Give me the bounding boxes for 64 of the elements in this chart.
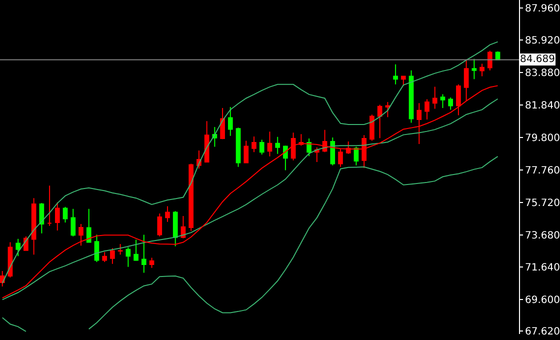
y-tick-label: 67.620 <box>525 326 560 338</box>
candlestick <box>267 131 272 157</box>
candlestick <box>204 120 210 162</box>
candlestick <box>487 50 492 71</box>
y-tick-label: 75.720 <box>525 198 560 209</box>
candlestick <box>134 239 138 262</box>
candlestick <box>338 148 343 168</box>
candlestick <box>275 136 280 154</box>
candlestick <box>393 64 398 85</box>
candlestick <box>157 213 162 237</box>
y-tick-label: 83.880 <box>525 68 560 80</box>
candlestick <box>86 208 92 243</box>
candlestick <box>377 104 382 139</box>
candlestick <box>102 252 108 262</box>
candlestick <box>306 138 312 157</box>
candlestick <box>448 96 454 110</box>
candlestick <box>408 70 414 124</box>
candlestick <box>62 206 68 224</box>
y-tick-label: 71.640 <box>525 262 560 274</box>
line-series <box>2 41 498 284</box>
candlestick <box>252 136 256 153</box>
candlestick <box>141 234 146 274</box>
candlestick <box>440 94 446 108</box>
y-tick-label: 73.680 <box>525 230 560 242</box>
candlestick <box>472 58 477 80</box>
y-tick-label: 69.600 <box>525 295 560 306</box>
candlestick <box>385 102 390 118</box>
candlestick <box>54 202 60 232</box>
candlestick <box>290 132 296 161</box>
y-tick-label: 87.960 <box>525 3 560 14</box>
y-tick-label: 79.800 <box>525 133 560 144</box>
y-tick-label: 81.840 <box>525 100 560 112</box>
candlestick <box>31 198 36 256</box>
candlestick <box>283 145 288 171</box>
candlestick <box>432 86 438 110</box>
candlestick <box>370 114 374 142</box>
candlestick <box>424 98 430 120</box>
candlestick <box>118 244 123 256</box>
ref-line-label: 84.689 <box>520 54 555 65</box>
candlestick <box>165 206 170 222</box>
candlestick <box>126 246 131 268</box>
candlestick <box>180 216 186 239</box>
candlestick <box>220 107 225 140</box>
candlestick <box>362 134 367 168</box>
candlestick <box>172 210 178 247</box>
candlestick <box>78 223 84 246</box>
candlestick <box>47 185 52 226</box>
candlestick <box>16 238 21 257</box>
candlestick <box>236 127 241 168</box>
candlestick <box>188 163 194 232</box>
candlestick <box>70 208 76 237</box>
candlestick <box>39 202 44 234</box>
candlestick <box>400 75 406 86</box>
candlestick <box>228 106 233 136</box>
y-tick-label: 85.920 <box>525 36 560 47</box>
candlestick <box>330 137 336 166</box>
candlestick <box>416 102 422 145</box>
candlestick <box>480 63 484 77</box>
y-tick-label: 77.760 <box>525 165 560 176</box>
candlestick <box>259 139 264 156</box>
candlestick <box>314 146 320 162</box>
candlestick <box>110 248 115 264</box>
candlestick <box>244 140 249 164</box>
candlestick <box>149 257 154 268</box>
